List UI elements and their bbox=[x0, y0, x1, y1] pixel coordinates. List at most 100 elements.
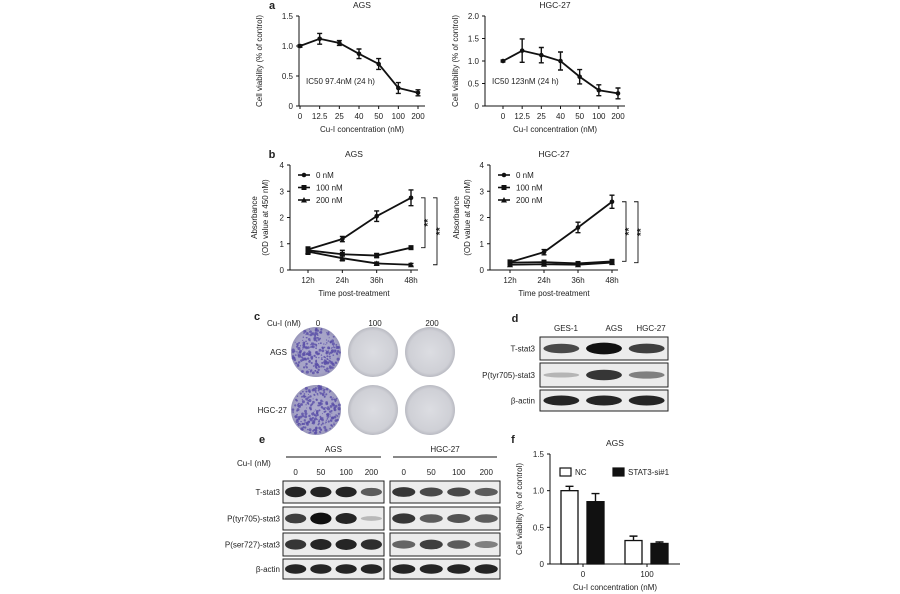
colony bbox=[305, 346, 309, 350]
colony bbox=[326, 403, 329, 405]
protein-band bbox=[310, 512, 332, 525]
culture-dish bbox=[405, 327, 455, 377]
colony bbox=[327, 358, 329, 361]
x-axis-label: Cu-I concentration (nM) bbox=[573, 583, 657, 592]
colony bbox=[315, 332, 319, 336]
series-0 bbox=[297, 32, 421, 97]
colony bbox=[299, 424, 302, 426]
colony bbox=[315, 391, 317, 393]
colony bbox=[303, 341, 306, 344]
protein-band bbox=[335, 539, 357, 550]
colony bbox=[316, 350, 318, 353]
colony bbox=[332, 354, 335, 356]
colony bbox=[295, 354, 297, 356]
x-tick-label: 100 bbox=[640, 570, 654, 579]
protein-band bbox=[360, 539, 382, 550]
y-tick-label: 1.5 bbox=[468, 35, 480, 44]
colony bbox=[312, 414, 314, 416]
series-200 nM bbox=[507, 259, 615, 268]
y-tick-label: 0 bbox=[540, 560, 545, 569]
marker-circle bbox=[415, 90, 421, 96]
marker-triangle bbox=[373, 260, 380, 266]
colony bbox=[317, 387, 319, 389]
colony bbox=[308, 368, 310, 371]
colony bbox=[321, 418, 324, 422]
colony bbox=[315, 356, 318, 359]
colony bbox=[313, 343, 316, 346]
colony bbox=[333, 422, 335, 424]
colony bbox=[318, 426, 322, 430]
colony bbox=[303, 395, 306, 398]
colony bbox=[301, 422, 304, 425]
colony bbox=[322, 387, 324, 389]
series-line bbox=[307, 197, 412, 251]
legend-swatch bbox=[612, 467, 625, 477]
panel-label-b: b bbox=[269, 149, 276, 161]
colony bbox=[333, 408, 337, 412]
colony bbox=[302, 349, 304, 351]
protein-band bbox=[335, 513, 357, 524]
marker-triangle bbox=[609, 259, 615, 266]
colony bbox=[317, 420, 321, 423]
protein-band bbox=[335, 486, 357, 498]
colony bbox=[304, 415, 308, 419]
colony bbox=[303, 393, 306, 395]
chart-title: AGS bbox=[606, 438, 624, 448]
colony bbox=[304, 426, 307, 429]
significance-label: ** bbox=[423, 219, 434, 227]
marker-square bbox=[408, 245, 414, 251]
colony bbox=[330, 424, 333, 427]
colony bbox=[303, 345, 305, 348]
colony bbox=[299, 345, 302, 347]
colony bbox=[329, 413, 331, 415]
colony bbox=[324, 368, 326, 371]
colony bbox=[312, 398, 314, 400]
colony bbox=[303, 419, 306, 422]
colony bbox=[308, 428, 312, 432]
y-tick-label: 1.0 bbox=[468, 57, 480, 66]
y-tick-label: 1.0 bbox=[533, 487, 545, 496]
colony bbox=[300, 427, 304, 431]
colony bbox=[302, 352, 304, 354]
colony bbox=[326, 353, 328, 355]
colony bbox=[329, 404, 333, 408]
colony bbox=[321, 422, 324, 425]
colony bbox=[313, 410, 315, 412]
x-tick-label: 25 bbox=[335, 112, 344, 121]
x-tick-label: 24h bbox=[336, 276, 349, 285]
series-line bbox=[509, 201, 613, 263]
colony bbox=[320, 399, 323, 403]
colony bbox=[301, 399, 304, 401]
line-chart-1 bbox=[482, 15, 625, 109]
blot-strip bbox=[282, 558, 385, 580]
colony bbox=[329, 360, 331, 362]
chart-title: HGC-27 bbox=[539, 0, 570, 10]
x-axis-label: Time post-treatment bbox=[318, 289, 390, 298]
colony bbox=[296, 342, 299, 346]
x-tick-label: 25 bbox=[537, 112, 546, 121]
marker-circle bbox=[615, 91, 621, 96]
colony bbox=[318, 402, 320, 405]
colony bbox=[317, 394, 319, 396]
protein-band bbox=[310, 539, 332, 550]
protein-band bbox=[543, 372, 580, 378]
series-200 nM bbox=[305, 248, 414, 268]
marker-circle bbox=[558, 58, 563, 64]
colony bbox=[302, 426, 305, 429]
colony bbox=[308, 414, 311, 418]
y-tick-label: 0.5 bbox=[533, 523, 545, 532]
colony bbox=[310, 369, 313, 372]
colony bbox=[295, 345, 299, 348]
colony bbox=[326, 355, 329, 358]
protein-band bbox=[310, 564, 332, 574]
colony bbox=[297, 352, 299, 354]
y-axis-label: Absorbance bbox=[452, 196, 461, 239]
bar-chart bbox=[547, 453, 680, 567]
marker-triangle bbox=[305, 248, 311, 255]
marker-circle bbox=[609, 199, 615, 205]
lane-label: GES-1 bbox=[554, 324, 579, 333]
panel-label-c: c bbox=[254, 311, 260, 323]
marker-circle bbox=[317, 36, 322, 42]
y-tick-label: 0.5 bbox=[282, 72, 294, 81]
colony bbox=[325, 349, 327, 352]
